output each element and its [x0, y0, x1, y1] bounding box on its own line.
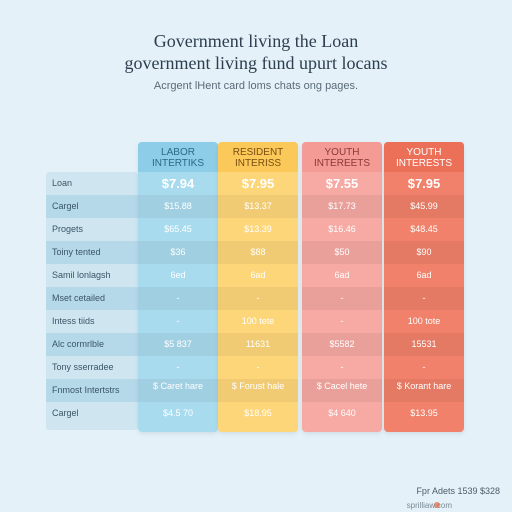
- table-cell: -: [422, 362, 426, 372]
- column-header: YOUTH INTERESTS: [384, 142, 464, 172]
- row-label: Cargel: [52, 408, 79, 418]
- brand-dot-icon: [434, 502, 440, 508]
- row-label: Toiny tented: [46, 241, 138, 264]
- row-label: Intess tiids: [52, 316, 95, 326]
- table-cell: 100 tote: [407, 316, 441, 326]
- table-cell: -: [340, 316, 344, 326]
- table-cell: $15.88: [138, 195, 218, 218]
- table-cell: 15531: [384, 333, 464, 356]
- table-cell: $ Forust hale: [218, 379, 298, 402]
- column-header: LABOR INTERTIKS: [138, 142, 218, 172]
- table-cell: -: [302, 287, 382, 310]
- row-label: Tony sserradee: [52, 362, 114, 372]
- table-cell: 11631: [218, 333, 298, 356]
- table-cell: $13.39: [244, 224, 272, 234]
- row-label: Samil lonlagsh: [52, 270, 111, 280]
- table-cell: $4.5 70: [162, 408, 194, 418]
- row-label: Progets: [52, 224, 84, 234]
- table-cell: 6ad: [250, 270, 266, 280]
- table-cell: -: [138, 287, 218, 310]
- table-cell: $7.95: [241, 176, 275, 191]
- page-subtitle: government living fund upurt locans: [124, 53, 388, 73]
- column-header: RESIDENT INTERISS: [218, 142, 298, 172]
- table-cell: $88: [218, 241, 298, 264]
- column-header: YOUTH INTEREETS: [302, 142, 382, 172]
- table-cell: $65.45: [164, 224, 192, 234]
- table-cell: $45.99: [384, 195, 464, 218]
- table-cell: $18.95: [244, 408, 272, 418]
- plan-column: YOUTH INTERESTS $7.95 $45.99 $48.45 $90 6ad - 1…: [384, 142, 464, 432]
- row-label: Cargel: [46, 195, 138, 218]
- table-cell: -: [176, 316, 180, 326]
- table-cell: $4 640: [328, 408, 356, 418]
- table-cell: $ Caret hare: [138, 379, 218, 402]
- table-cell: $5582: [302, 333, 382, 356]
- row-label-column: Loan Cargel Progets Toiny tented Samil lonla…: [46, 172, 138, 430]
- table-cell: $7.55: [325, 176, 359, 191]
- row-label: Mset cetailed: [46, 287, 138, 310]
- page-title: Government living the Loan: [153, 31, 359, 51]
- row-label: Loan: [52, 178, 73, 188]
- plan-column: YOUTH INTEREETS $7.55 $17.73 $16.46 $50 6ad - -…: [302, 142, 382, 432]
- table-cell: $7.95: [407, 176, 441, 191]
- table-cell: -: [256, 362, 260, 372]
- table-cell: -: [340, 362, 344, 372]
- table-cell: 6ad: [334, 270, 350, 280]
- row-label: Alc cormrlble: [46, 333, 138, 356]
- table-cell: 100 tete: [241, 316, 275, 326]
- page-caption: Acrgent lHent card loms chats ong pages.: [153, 80, 359, 92]
- watermark: sprilliaw.com: [406, 501, 452, 510]
- table-cell: $16.46: [328, 224, 356, 234]
- plan-column: RESIDENT INTERISS $7.95 $13.37 $13.39 $88 6ad…: [218, 142, 298, 432]
- footer-text: Fpr Adets 1539 $328: [416, 486, 500, 496]
- table-cell: $50: [302, 241, 382, 264]
- table-cell: $48.45: [410, 224, 438, 234]
- row-label: Fnmost Intertstrs: [46, 379, 138, 402]
- table-cell: $ Korant hare: [384, 379, 464, 402]
- table-cell: -: [176, 362, 180, 372]
- title-block: Government living the Loan government li…: [0, 30, 512, 92]
- table-cell: -: [218, 287, 298, 310]
- table-cell: -: [384, 287, 464, 310]
- table-cell: $90: [384, 241, 464, 264]
- table-cell: $5 837: [138, 333, 218, 356]
- plan-column: LABOR INTERTIKS $7.94 $15.88 $65.45 $36 6ed - -…: [138, 142, 218, 432]
- table-cell: 6ad: [416, 270, 432, 280]
- table-cell: $17.73: [302, 195, 382, 218]
- table-cell: $7.94: [161, 176, 195, 191]
- table-cell: 6ed: [170, 270, 186, 280]
- table-cell: $13.95: [410, 408, 438, 418]
- table-cell: $ Cacel hete: [302, 379, 382, 402]
- table-cell: $36: [138, 241, 218, 264]
- table-cell: $13.37: [218, 195, 298, 218]
- comparison-table: Loan Cargel Progets Toiny tented Samil lonla…: [46, 142, 466, 432]
